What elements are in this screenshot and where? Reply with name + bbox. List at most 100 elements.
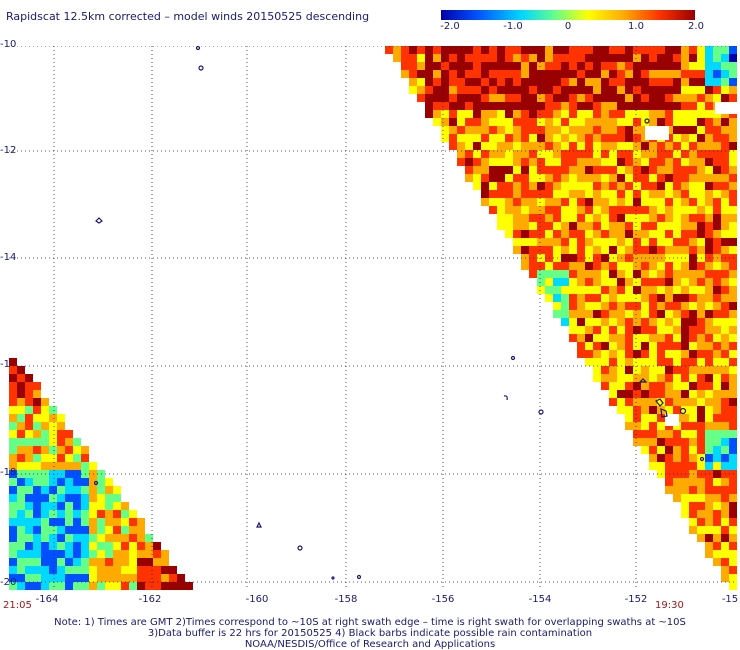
wind-cell [649, 390, 657, 398]
wind-cell [657, 86, 665, 94]
wind-cell [529, 230, 537, 238]
wind-cell [537, 142, 545, 150]
wind-cell [529, 158, 537, 166]
wind-cell [689, 222, 697, 230]
wind-cell [457, 54, 465, 62]
wind-cell [9, 558, 17, 566]
wind-cell [553, 142, 561, 150]
wind-cell [673, 78, 681, 86]
wind-cell [465, 62, 473, 70]
wind-cell [665, 54, 673, 62]
wind-cell [113, 534, 121, 542]
wind-cell [641, 270, 649, 278]
wind-cell [489, 54, 497, 62]
wind-cell [585, 70, 593, 78]
wind-cell [529, 110, 537, 118]
wind-cell [9, 430, 17, 438]
wind-cell [537, 150, 545, 158]
wind-cell [561, 174, 569, 182]
wind-cell [697, 118, 705, 126]
wind-cell [433, 62, 441, 70]
wind-cell [697, 78, 705, 86]
wind-cell [17, 398, 25, 406]
wind-cell [729, 62, 737, 70]
wind-cell [481, 94, 489, 102]
wind-cell [545, 198, 553, 206]
wind-cell [601, 174, 609, 182]
island-outline [644, 118, 650, 124]
wind-cell [569, 110, 577, 118]
wind-cell [689, 494, 697, 502]
wind-cell [705, 542, 713, 550]
wind-cell [617, 158, 625, 166]
wind-cell [49, 422, 57, 430]
wind-cell [49, 486, 57, 494]
wind-cell [657, 326, 665, 334]
wind-cell [49, 574, 57, 582]
wind-cell [657, 198, 665, 206]
wind-cell [57, 446, 65, 454]
wind-cell [641, 246, 649, 254]
lat-label: -20 [0, 577, 17, 588]
wind-cell [449, 118, 457, 126]
wind-cell [57, 494, 65, 502]
wind-cell [585, 62, 593, 70]
wind-cell [705, 70, 713, 78]
wind-cell [553, 102, 561, 110]
wind-cell [497, 214, 505, 222]
wind-cell [585, 318, 593, 326]
wind-cell [649, 110, 657, 118]
wind-cell [697, 502, 705, 510]
wind-cell [593, 94, 601, 102]
wind-cell [449, 46, 457, 54]
wind-cell [673, 142, 681, 150]
wind-cell [497, 86, 505, 94]
wind-cell [689, 350, 697, 358]
wind-cell [505, 78, 513, 86]
wind-cell [689, 398, 697, 406]
wind-cell [585, 262, 593, 270]
wind-cell [665, 214, 673, 222]
wind-cell [521, 158, 529, 166]
wind-cell [537, 270, 545, 278]
wind-cell [169, 566, 177, 574]
wind-cell [561, 110, 569, 118]
wind-cell [9, 398, 17, 406]
wind-cell [657, 446, 665, 454]
wind-cell [585, 46, 593, 54]
wind-cell [401, 70, 409, 78]
wind-cell [681, 390, 689, 398]
wind-cell [617, 286, 625, 294]
wind-cell [561, 214, 569, 222]
wind-cell [689, 94, 697, 102]
wind-cell [481, 78, 489, 86]
wind-cell [49, 542, 57, 550]
wind-cell [729, 358, 737, 366]
wind-cell [97, 574, 105, 582]
wind-cell [729, 334, 737, 342]
wind-cell [185, 582, 193, 590]
wind-cell [649, 142, 657, 150]
wind-cell [537, 118, 545, 126]
wind-cell [673, 70, 681, 78]
wind-cell [705, 230, 713, 238]
wind-cell [641, 190, 649, 198]
wind-cell [481, 62, 489, 70]
wind-cell [705, 86, 713, 94]
wind-cell [609, 142, 617, 150]
wind-cell [729, 582, 737, 590]
wind-cell [689, 334, 697, 342]
wind-cell [681, 454, 689, 462]
wind-cell [457, 78, 465, 86]
wind-cell [617, 318, 625, 326]
wind-cell [625, 206, 633, 214]
wind-cell [617, 126, 625, 134]
wind-cell [705, 246, 713, 254]
lat-label: -1 [0, 359, 10, 370]
wind-cell [729, 286, 737, 294]
wind-cell [665, 374, 673, 382]
wind-cell [41, 574, 49, 582]
wind-cell [561, 310, 569, 318]
wind-cell [633, 310, 641, 318]
wind-cell [169, 582, 177, 590]
